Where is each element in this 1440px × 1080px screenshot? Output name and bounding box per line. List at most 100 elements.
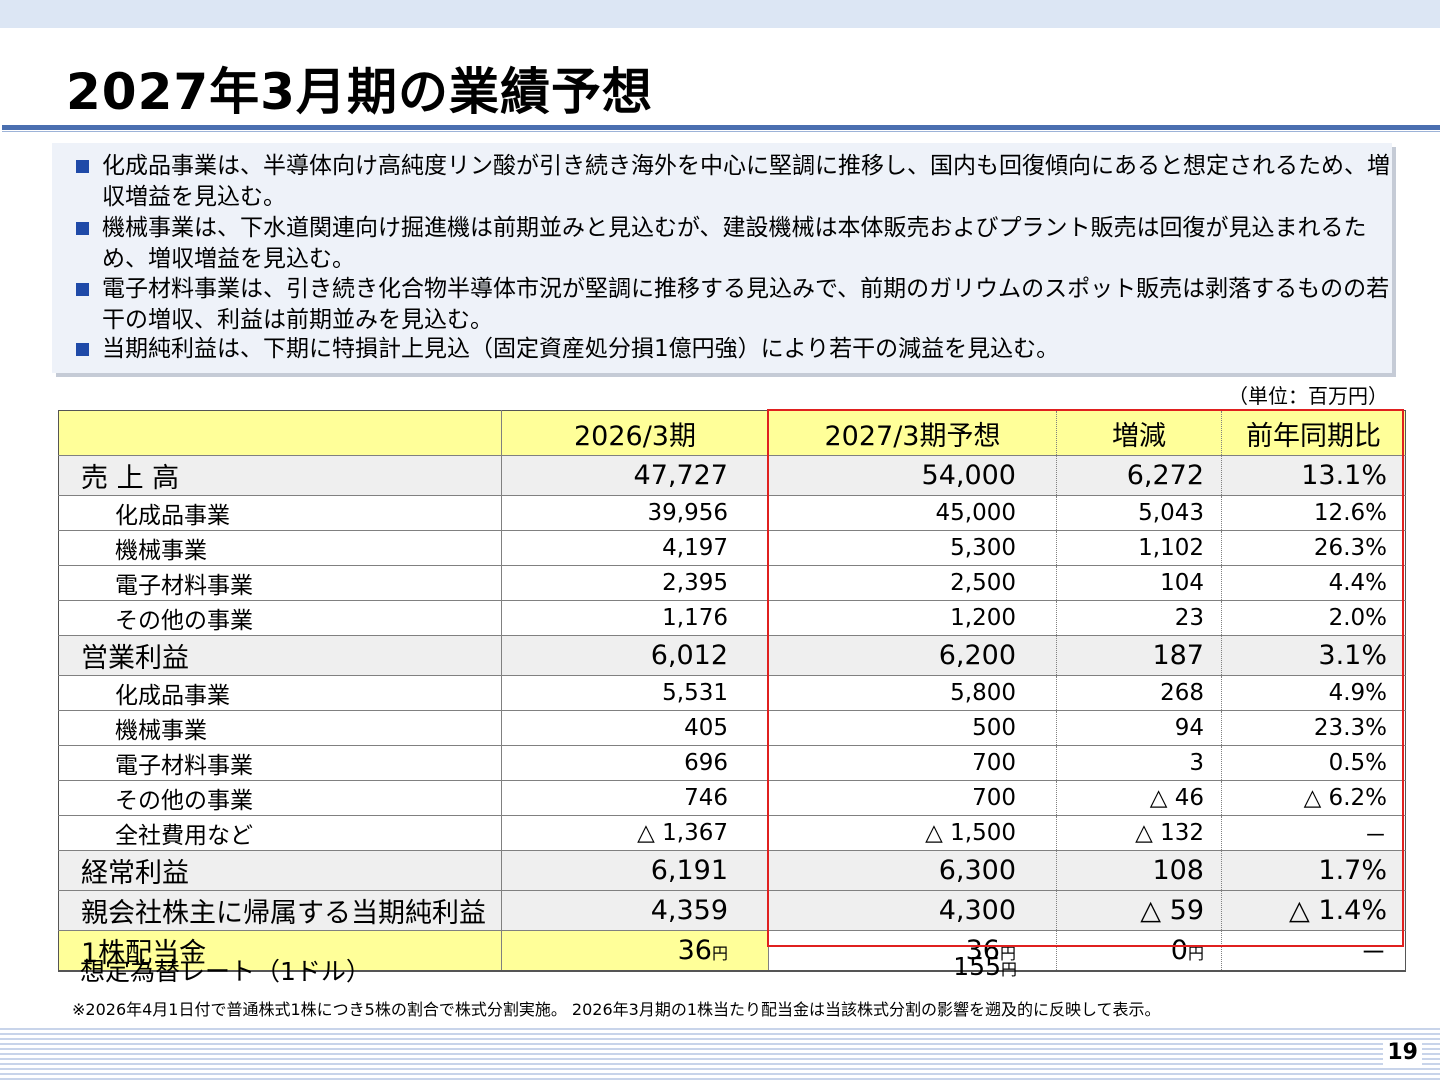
row-label: 親会社株主に帰属する当期純利益 xyxy=(58,890,502,931)
square-bullet-icon xyxy=(76,283,89,296)
table-row: 親会社株主に帰属する当期純利益 4,359 4,300 △ 59 △ 1.4% xyxy=(58,890,1406,931)
value-cell: 54,000 xyxy=(768,455,1057,496)
value-cell: △ 1,367 xyxy=(501,815,769,851)
table-row: 機械事業 4,197 5,300 1,102 26.3% xyxy=(58,530,1406,566)
value-cell: 45,000 xyxy=(768,495,1057,531)
value-cell: 700 xyxy=(768,745,1057,781)
value-cell: 746 xyxy=(501,780,769,816)
value-cell: 39,956 xyxy=(501,495,769,531)
value-cell: 4.9% xyxy=(1221,675,1406,711)
footer-stripes xyxy=(0,1028,1440,1080)
summary-box: 化成品事業は、半導体向け高純度リン酸が引き続き海外を中心に堅調に推移し、国内も回… xyxy=(52,143,1392,373)
dividend-value: 36 xyxy=(965,935,1000,966)
row-label: 化成品事業 xyxy=(58,495,502,531)
page-number: 19 xyxy=(1383,1040,1422,1065)
square-bullet-icon xyxy=(76,222,89,235)
value-cell: 26.3% xyxy=(1221,530,1406,566)
table-row: 化成品事業 5,531 5,800 268 4.9% xyxy=(58,675,1406,711)
yen-unit: 円 xyxy=(1187,944,1204,963)
square-bullet-icon xyxy=(76,160,89,173)
row-label: 電子材料事業 xyxy=(58,745,502,781)
bullet-item: 当期純利益は、下期に特損計上見込（固定資産処分損1億円強）により若干の減益を見込… xyxy=(76,334,1402,365)
table-row: 電子材料事業 696 700 3 0.5% xyxy=(58,745,1406,781)
value-cell: 696 xyxy=(501,745,769,781)
table-row: 機械事業 405 500 94 23.3% xyxy=(58,710,1406,746)
table-header-row: 2026/3期 2027/3期予想 増減 前年同期比 xyxy=(58,410,1406,456)
value-cell: 108 xyxy=(1056,850,1222,891)
value-cell: 12.6% xyxy=(1221,495,1406,531)
yen-unit: 円 xyxy=(711,944,728,963)
table-row: その他の事業 1,176 1,200 23 2.0% xyxy=(58,600,1406,636)
value-cell: 1.7% xyxy=(1221,850,1406,891)
value-cell: 1,200 xyxy=(768,600,1057,636)
table-row: 化成品事業 39,956 45,000 5,043 12.6% xyxy=(58,495,1406,531)
row-label: 経常利益 xyxy=(58,850,502,891)
value-cell: 6,300 xyxy=(768,850,1057,891)
bullet-item: 機械事業は、下水道関連向け掘進機は前期並みと見込むが、建設機械は本体販売およびプ… xyxy=(76,213,1402,275)
row-label: 機械事業 xyxy=(58,710,502,746)
row-label: 電子材料事業 xyxy=(58,565,502,601)
value-cell: 6,272 xyxy=(1056,455,1222,496)
value-cell: － xyxy=(1221,815,1406,851)
value-cell: 405 xyxy=(501,710,769,746)
table-row: 電子材料事業 2,395 2,500 104 4.4% xyxy=(58,565,1406,601)
bullet-text: 電子材料事業は、引き続き化合物半導体市況が堅調に推移する見込みで、前期のガリウム… xyxy=(102,276,1390,333)
value-cell: 5,300 xyxy=(768,530,1057,566)
value-cell: 104 xyxy=(1056,565,1222,601)
value-cell: 23.3% xyxy=(1221,710,1406,746)
value-cell: 6,012 xyxy=(501,635,769,676)
row-label: その他の事業 xyxy=(58,780,502,816)
value-cell: 500 xyxy=(768,710,1057,746)
bullet-text: 化成品事業は、半導体向け高純度リン酸が引き続き海外を中心に堅調に推移し、国内も回… xyxy=(102,153,1390,210)
row-label: その他の事業 xyxy=(58,600,502,636)
value-cell: 0円 xyxy=(1056,930,1222,972)
exchange-rate-label: 想定為替レート（1ドル） xyxy=(80,957,371,986)
value-cell: 36円 xyxy=(501,930,769,972)
header-cell: 2027/3期予想 xyxy=(768,410,1057,456)
value-cell: △ 1.4% xyxy=(1221,890,1406,931)
table-row: 売 上 高 47,727 54,000 6,272 13.1% xyxy=(58,455,1406,496)
table-row: 経常利益 6,191 6,300 108 1.7% xyxy=(58,850,1406,891)
value-cell: 3.1% xyxy=(1221,635,1406,676)
value-cell: 4,359 xyxy=(501,890,769,931)
unit-label: （単位：百万円） xyxy=(1228,384,1388,408)
square-bullet-icon xyxy=(76,343,89,356)
row-label: 営業利益 xyxy=(58,635,502,676)
value-cell: 13.1% xyxy=(1221,455,1406,496)
value-cell: △ 1,500 xyxy=(768,815,1057,851)
value-cell: 6,200 xyxy=(768,635,1057,676)
value-cell: 5,043 xyxy=(1056,495,1222,531)
table-row: 全社費用など △ 1,367 △ 1,500 △ 132 － xyxy=(58,815,1406,851)
header-cell: 2026/3期 xyxy=(501,410,769,456)
header-cell: 前年同期比 xyxy=(1221,410,1406,456)
dividend-value: 0 xyxy=(1170,935,1188,966)
forecast-table: 2026/3期 2027/3期予想 増減 前年同期比 売 上 高 47,727 … xyxy=(58,410,1406,972)
title-divider xyxy=(2,125,1440,130)
value-cell: 2.0% xyxy=(1221,600,1406,636)
footnote: ※2026年4月1日付で普通株式1株につき5株の割合で株式分割実施。 2026年… xyxy=(72,1000,1161,1019)
value-cell: 268 xyxy=(1056,675,1222,711)
row-label: 化成品事業 xyxy=(58,675,502,711)
value-cell: 2,395 xyxy=(501,565,769,601)
yen-unit: 円 xyxy=(999,944,1016,963)
yen-unit: 円 xyxy=(1000,960,1017,979)
value-cell: 4,300 xyxy=(768,890,1057,931)
header-cell xyxy=(58,410,502,456)
value-cell: △ 132 xyxy=(1056,815,1222,851)
value-cell: △ 6.2% xyxy=(1221,780,1406,816)
row-label: 全社費用など xyxy=(58,815,502,851)
value-cell: △ 46 xyxy=(1056,780,1222,816)
value-cell: 94 xyxy=(1056,710,1222,746)
value-cell: 36円 xyxy=(768,930,1057,972)
value-cell: △ 59 xyxy=(1056,890,1222,931)
value-cell: 2,500 xyxy=(768,565,1057,601)
row-label: 機械事業 xyxy=(58,530,502,566)
dividend-value: 36 xyxy=(677,935,712,966)
row-label: 売 上 高 xyxy=(58,455,502,496)
value-cell: 1,176 xyxy=(501,600,769,636)
row-label: 1株配当金 xyxy=(58,930,502,972)
value-cell: 47,727 xyxy=(501,455,769,496)
table-row: その他の事業 746 700 △ 46 △ 6.2% xyxy=(58,780,1406,816)
value-cell: 4.4% xyxy=(1221,565,1406,601)
header-cell: 増減 xyxy=(1056,410,1222,456)
